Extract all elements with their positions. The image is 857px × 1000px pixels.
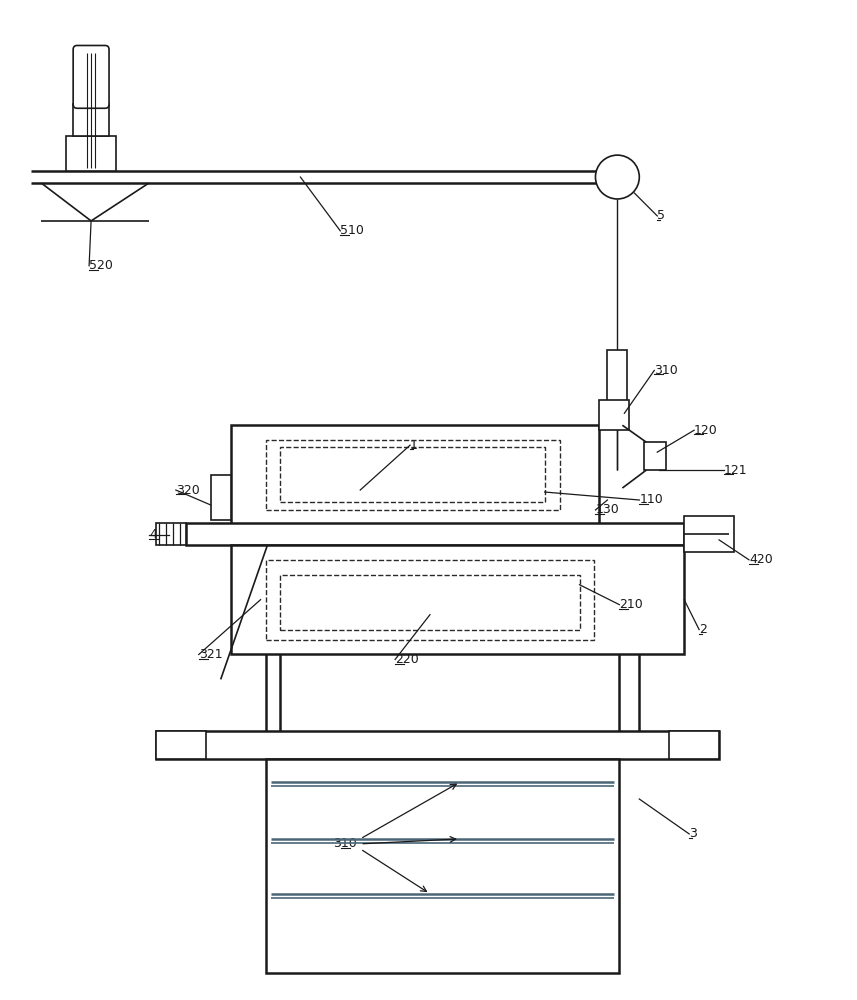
Text: 220: 220 bbox=[395, 653, 419, 666]
Text: 2: 2 bbox=[699, 623, 707, 636]
Bar bbox=[156, 731, 206, 759]
Bar bbox=[66, 136, 116, 171]
Bar bbox=[599, 400, 629, 430]
Bar bbox=[266, 759, 620, 973]
Bar bbox=[280, 575, 579, 630]
Bar bbox=[211, 475, 231, 520]
Text: 5: 5 bbox=[657, 209, 665, 222]
Text: 410: 410 bbox=[149, 528, 172, 541]
Bar bbox=[231, 545, 684, 654]
Text: 210: 210 bbox=[620, 598, 643, 611]
Text: 310: 310 bbox=[654, 364, 678, 377]
Bar bbox=[156, 523, 186, 545]
Bar bbox=[156, 731, 719, 759]
Text: 130: 130 bbox=[596, 503, 620, 516]
Bar bbox=[266, 440, 560, 510]
Text: 510: 510 bbox=[340, 224, 364, 237]
Bar bbox=[280, 447, 544, 502]
Bar bbox=[608, 350, 627, 425]
Bar bbox=[669, 731, 719, 759]
Text: 321: 321 bbox=[199, 648, 222, 661]
Text: 120: 120 bbox=[694, 424, 718, 437]
Text: 110: 110 bbox=[639, 493, 663, 506]
Text: 310: 310 bbox=[333, 837, 357, 850]
Bar bbox=[684, 516, 734, 552]
Circle shape bbox=[596, 155, 639, 199]
Bar bbox=[644, 442, 666, 470]
Bar bbox=[73, 104, 109, 136]
Text: 3: 3 bbox=[689, 827, 697, 840]
Text: 520: 520 bbox=[89, 259, 113, 272]
Bar bbox=[186, 523, 684, 545]
Text: 1: 1 bbox=[410, 439, 418, 452]
Text: 420: 420 bbox=[749, 553, 773, 566]
Bar bbox=[231, 425, 599, 530]
FancyBboxPatch shape bbox=[73, 45, 109, 108]
Text: 121: 121 bbox=[724, 464, 747, 477]
Bar bbox=[266, 560, 595, 640]
Text: 320: 320 bbox=[176, 484, 200, 497]
